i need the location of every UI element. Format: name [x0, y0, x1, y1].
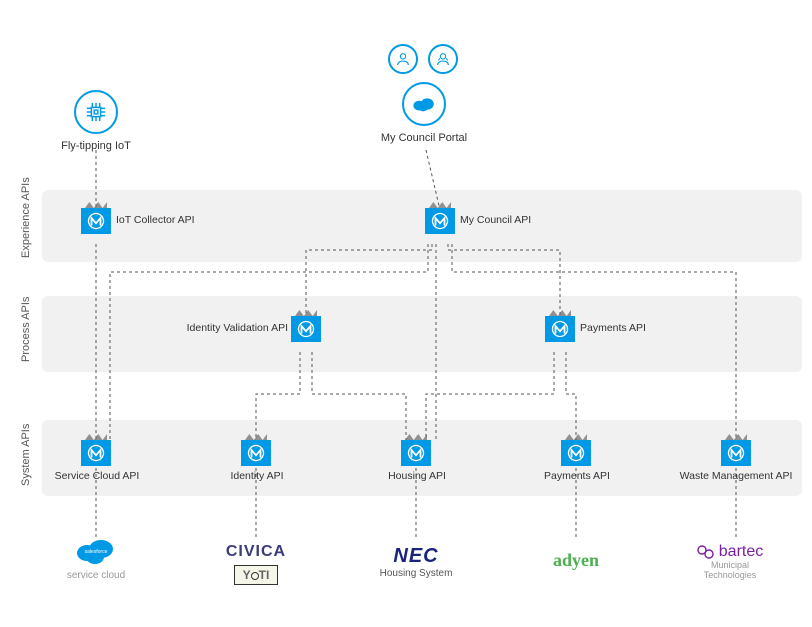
text: bartec [719, 543, 763, 561]
text: Identity Validation API [187, 322, 288, 334]
salesforce-cloud-icon [402, 82, 446, 126]
mule-badge-identity-validation [291, 316, 321, 342]
mule-badge-my-council [425, 208, 455, 234]
vendor-sub: service cloud [26, 570, 166, 581]
vendor-sub: Housing System [346, 568, 486, 579]
vendor-bartec: bartec Municipal Technologies [660, 543, 800, 581]
vendor-name: CIVICA [186, 543, 326, 561]
vendor-name: adyen [506, 550, 646, 571]
mule-badge-payments-sys [561, 440, 591, 466]
layer-label-process: Process APIs [20, 297, 32, 362]
text: Payments API [580, 322, 646, 334]
text: Process APIs [20, 297, 32, 362]
vendor-sub: YTI [234, 565, 279, 585]
vendor-adyen: adyen [506, 550, 646, 571]
api-label: Waste Management API [672, 470, 800, 482]
text: Service Cloud API [55, 470, 140, 482]
mule-badge-service-cloud [81, 440, 111, 466]
text: Identity API [230, 470, 283, 482]
vendor-salesforce: salesforce service cloud [26, 535, 166, 581]
vendor-sub: Municipal Technologies [660, 561, 800, 581]
api-label: Service Cloud API [52, 470, 142, 482]
mule-badge-payments-proc [545, 316, 575, 342]
layer-experience [42, 190, 802, 262]
text: Housing API [388, 470, 446, 482]
vendor-name: bartec [660, 543, 800, 561]
chip-icon [74, 90, 118, 134]
vendor-civica: CIVICA YTI [186, 543, 326, 585]
text: My Council API [460, 214, 531, 226]
mule-badge-housing [401, 440, 431, 466]
text: Payments API [544, 470, 610, 482]
layer-label-experience: Experience APIs [20, 177, 32, 258]
layer-process [42, 296, 802, 372]
vendor-name: NEC [346, 545, 486, 568]
user-female-icon [428, 44, 458, 74]
text: System APIs [20, 424, 32, 486]
svg-text:salesforce: salesforce [85, 549, 108, 555]
iot-label: Fly-tipping IoT [44, 140, 148, 152]
api-label: Identity API [212, 470, 302, 482]
api-label: Housing API [372, 470, 462, 482]
layer-label-system: System APIs [20, 424, 32, 486]
text: IoT Collector API [116, 214, 195, 226]
text: Experience APIs [20, 177, 32, 258]
user-male-icon [388, 44, 418, 74]
portal-label: My Council Portal [362, 132, 486, 144]
mule-badge-identity [241, 440, 271, 466]
mule-badge-waste [721, 440, 751, 466]
mule-badge-iot-collector [81, 208, 111, 234]
api-label: Payments API [532, 470, 622, 482]
api-label: My Council API [460, 214, 531, 226]
api-label: Payments API [580, 322, 646, 334]
text: Fly-tipping IoT [61, 140, 131, 152]
vendor-nec: NEC Housing System [346, 545, 486, 579]
text: Waste Management API [680, 470, 793, 482]
text: My Council Portal [381, 132, 467, 144]
api-label: IoT Collector API [116, 214, 195, 226]
api-label: Identity Validation API [184, 322, 288, 334]
